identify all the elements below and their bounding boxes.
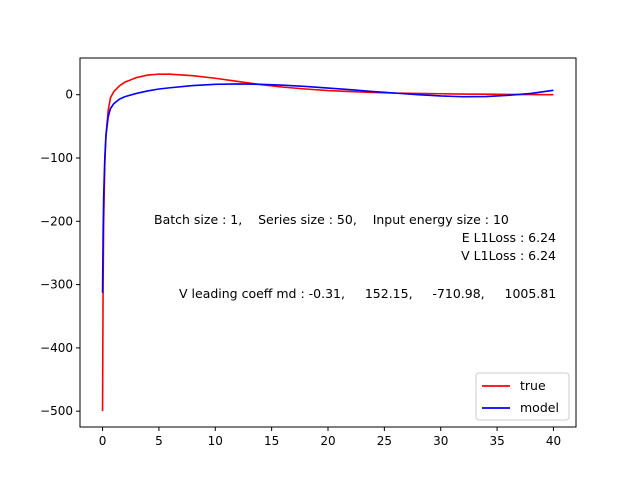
x-tick-label: 5 — [155, 434, 163, 448]
y-tick-label: −500 — [40, 404, 73, 418]
annotation-v-coeff: V leading coeff md : -0.31, 152.15, -710… — [179, 286, 556, 301]
y-tick-label: −400 — [40, 341, 73, 355]
x-tick-label: 20 — [320, 434, 335, 448]
x-tick-label: 30 — [433, 434, 448, 448]
y-axis: 0 −100 −200 −300 −400 −500 — [40, 88, 80, 418]
x-tick-label: 10 — [208, 434, 223, 448]
series-line-true — [101, 73, 554, 412]
annotation-v-loss: V L1Loss : 6.24 — [461, 248, 556, 263]
legend-label-true: true — [520, 378, 546, 393]
x-tick-label: 25 — [377, 434, 392, 448]
x-tick-label: 0 — [99, 434, 107, 448]
annotation-batch-info: Batch size : 1, Series size : 50, Input … — [154, 212, 509, 227]
x-tick-label: 40 — [546, 434, 561, 448]
series-layer — [101, 73, 554, 412]
annotation-e-loss: E L1Loss : 6.24 — [462, 230, 556, 245]
series-line-model — [101, 83, 554, 293]
y-tick-label: −300 — [40, 278, 73, 292]
legend-label-model: model — [520, 400, 559, 415]
y-tick-label: −100 — [40, 151, 73, 165]
x-tick-label: 15 — [264, 434, 279, 448]
x-axis: 0 5 10 15 20 25 30 35 40 — [99, 427, 561, 448]
legend: true model — [475, 372, 570, 421]
y-tick-label: 0 — [65, 88, 73, 102]
y-tick-label: −200 — [40, 214, 73, 228]
x-tick-label: 35 — [489, 434, 504, 448]
